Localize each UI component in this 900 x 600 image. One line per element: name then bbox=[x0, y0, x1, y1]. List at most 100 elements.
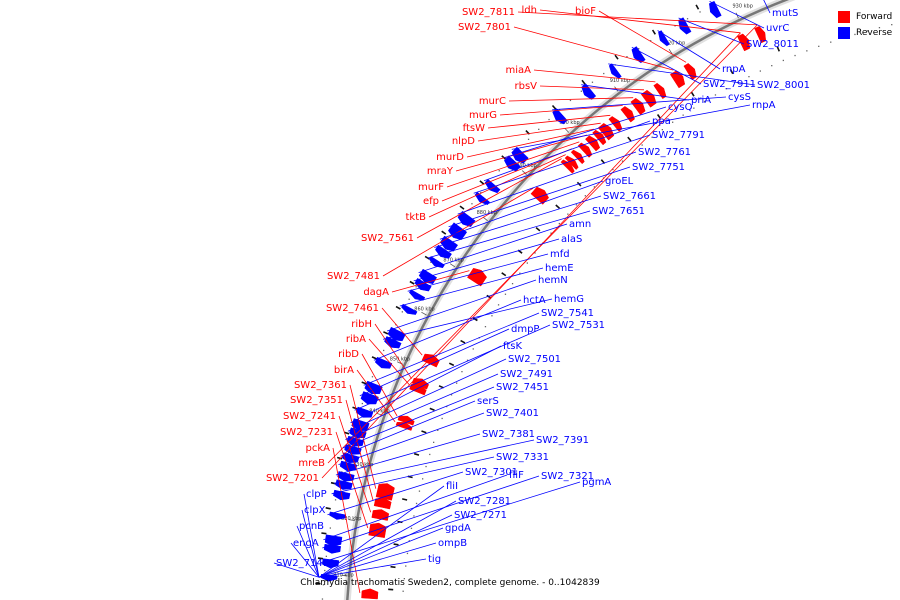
inner-dotted-track bbox=[527, 138, 530, 140]
minor-tick bbox=[402, 498, 408, 501]
outer-dotted-track bbox=[782, 59, 784, 62]
reverse-gene-label: SW2_7401 bbox=[486, 408, 539, 419]
forward-label: Forward bbox=[856, 12, 893, 22]
reverse-leader-line bbox=[347, 358, 507, 432]
reverse-leader-line bbox=[448, 166, 631, 228]
forward-gene-block bbox=[361, 588, 379, 600]
outer-dotted-track bbox=[415, 502, 418, 505]
forward-gene-label: ribH bbox=[351, 319, 372, 330]
outer-dotted-track bbox=[748, 76, 750, 78]
reverse-leader-line bbox=[608, 63, 756, 86]
forward-gene-label: pckA bbox=[306, 443, 331, 454]
forward-leader-line bbox=[338, 415, 372, 513]
reverse-leader-line bbox=[301, 509, 320, 578]
reverse-gene-label: hctA bbox=[523, 295, 546, 306]
reverse-leader-line bbox=[473, 134, 651, 194]
minor-tick bbox=[460, 339, 466, 344]
forward-gene-label: tktB bbox=[406, 212, 427, 223]
outer-dotted-track bbox=[437, 429, 439, 431]
forward-gene-block bbox=[620, 106, 635, 123]
reverse-gene-block bbox=[511, 146, 529, 164]
minor-tick bbox=[383, 331, 389, 335]
reverse-leader-line bbox=[709, 0, 765, 29]
reverse-leader-line bbox=[318, 527, 444, 578]
reverse-gene-label: SW2_7331 bbox=[496, 452, 549, 463]
tick-label: 860 kbp bbox=[414, 306, 434, 312]
outer-dotted-track bbox=[661, 129, 663, 131]
forward-gene-block bbox=[397, 415, 415, 426]
forward-gene-block bbox=[570, 149, 585, 165]
minor-tick bbox=[459, 205, 465, 210]
minor-tick bbox=[448, 362, 455, 367]
forward-gene-block bbox=[683, 63, 697, 81]
reverse-gene-label: SW2_7491 bbox=[500, 369, 553, 380]
forward-gene-label: murC bbox=[479, 96, 506, 107]
forward-leader-line bbox=[382, 187, 534, 277]
outer-dotted-track bbox=[519, 272, 521, 274]
forward-leader-line bbox=[374, 323, 412, 379]
forward-gene-label: ldh bbox=[522, 5, 537, 16]
reverse-gene-label: SW2_7911 bbox=[703, 79, 756, 90]
inner-dotted-track bbox=[638, 48, 640, 50]
forward-gene-label: SW2_7201 bbox=[266, 473, 319, 484]
outer-dotted-track bbox=[682, 114, 684, 116]
reverse-leader-line bbox=[327, 471, 464, 516]
reverse-leader-line bbox=[354, 324, 551, 411]
outer-dotted-track bbox=[418, 490, 421, 492]
inner-dotted-track bbox=[674, 25, 676, 27]
forward-gene-label: birA bbox=[334, 365, 354, 376]
outer-dotted-track bbox=[584, 195, 586, 197]
reverse-leader-line bbox=[373, 299, 522, 361]
inner-dotted-track bbox=[401, 311, 403, 313]
reverse-leader-line bbox=[363, 312, 540, 386]
reverse-leader-line bbox=[581, 84, 690, 101]
outer-dotted-track bbox=[497, 304, 500, 306]
forward-gene-label: SW2_7361 bbox=[294, 380, 347, 391]
minor-tick bbox=[690, 91, 695, 97]
inner-dotted-track bbox=[471, 203, 473, 205]
reverse-gene-block bbox=[337, 471, 355, 482]
outer-dotted-track bbox=[466, 359, 469, 361]
reverse-gene-block bbox=[434, 244, 452, 259]
minor-tick bbox=[361, 381, 367, 385]
reverse-gene-label: SW2_7751 bbox=[632, 162, 685, 173]
reverse-gene-block bbox=[329, 511, 347, 520]
minor-tick bbox=[501, 272, 507, 277]
reverse-label: Reverse bbox=[856, 28, 893, 38]
inner-dotted-track bbox=[498, 170, 500, 172]
reverse-gene-label: ompB bbox=[438, 538, 467, 549]
minor-tick bbox=[535, 226, 541, 232]
reverse-gene-label: SW2_7761 bbox=[638, 147, 691, 158]
forward-gene-label: nlpD bbox=[452, 136, 475, 147]
minor-tick bbox=[479, 180, 485, 185]
reverse-gene-block bbox=[401, 303, 418, 315]
outer-dotted-track bbox=[408, 540, 410, 542]
minor-tick bbox=[651, 29, 656, 35]
outer-dotted-track bbox=[558, 222, 560, 225]
forward-leader-line bbox=[345, 399, 374, 501]
reverse-gene-label: SW2_7141 bbox=[276, 558, 329, 569]
reverse-gene-block bbox=[631, 46, 646, 64]
reverse-leader-line bbox=[322, 475, 540, 549]
reverse-swatch bbox=[838, 27, 850, 39]
forward-gene-label: mraY bbox=[427, 166, 454, 177]
reverse-gene-label: fliI bbox=[446, 481, 458, 492]
reverse-gene-label: SW2_7501 bbox=[508, 354, 561, 365]
minor-tick bbox=[344, 431, 350, 435]
forward-leader-line bbox=[466, 128, 594, 158]
reverse-leader-line bbox=[763, 0, 771, 14]
forward-gene-block bbox=[467, 267, 488, 287]
forward-leader-line bbox=[381, 307, 423, 356]
outer-dotted-track bbox=[491, 315, 493, 317]
minor-tick bbox=[614, 54, 619, 60]
tick-mark bbox=[348, 519, 355, 521]
tick-label: 900 kbp bbox=[559, 120, 579, 126]
forward-gene-label: ribA bbox=[346, 334, 366, 345]
minor-tick bbox=[472, 317, 478, 322]
reverse-gene-label: ppa bbox=[652, 116, 671, 127]
reverse-leader-line bbox=[418, 223, 568, 273]
minor-tick bbox=[352, 406, 358, 410]
tick-mark bbox=[735, 12, 739, 19]
outer-dotted-track bbox=[866, 30, 868, 32]
inner-dotted-track bbox=[569, 99, 572, 102]
